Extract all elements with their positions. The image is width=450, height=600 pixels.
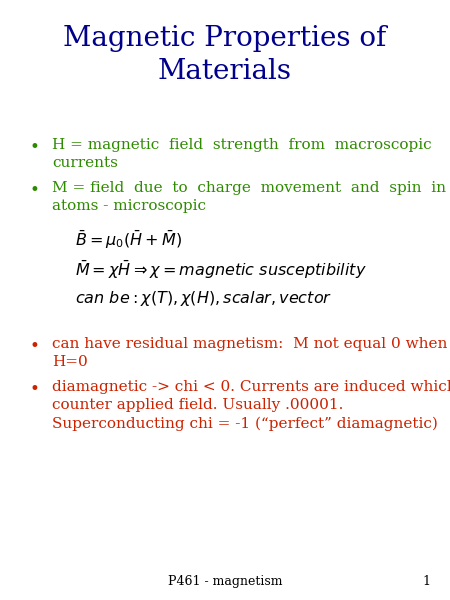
Text: •: •	[30, 181, 40, 199]
Text: •: •	[30, 337, 40, 355]
Text: currents: currents	[52, 157, 118, 170]
Text: P461 - magnetism: P461 - magnetism	[168, 575, 282, 588]
Text: $\bar{B} = \mu_0(\bar{H} + \bar{M})$: $\bar{B} = \mu_0(\bar{H} + \bar{M})$	[75, 229, 182, 251]
Text: Magnetic Properties of
Materials: Magnetic Properties of Materials	[63, 25, 387, 85]
Text: H = magnetic  field  strength  from  macroscopic: H = magnetic field strength from macrosc…	[52, 138, 432, 152]
Text: •: •	[30, 138, 40, 156]
Text: •: •	[30, 380, 40, 398]
Text: M = field  due  to  charge  movement  and  spin  in: M = field due to charge movement and spi…	[52, 181, 446, 195]
Text: 1: 1	[422, 575, 430, 588]
Text: $\bar{M} = \chi\bar{H} \Rightarrow \chi = \mathit{magnetic\ susceptibility}$: $\bar{M} = \chi\bar{H} \Rightarrow \chi …	[75, 259, 367, 281]
Text: $\mathit{can\ be} : \chi(T),\chi(H), \mathit{scalar}, \mathit{vector}$: $\mathit{can\ be} : \chi(T),\chi(H), \ma…	[75, 289, 332, 308]
Text: can have residual magnetism:  M not equal 0 when: can have residual magnetism: M not equal…	[52, 337, 447, 351]
Text: H=0: H=0	[52, 355, 88, 370]
Text: counter applied field. Usually .00001.: counter applied field. Usually .00001.	[52, 398, 343, 412]
Text: diamagnetic -> chi < 0. Currents are induced which: diamagnetic -> chi < 0. Currents are ind…	[52, 380, 450, 394]
Text: Superconducting chi = -1 (“perfect” diamagnetic): Superconducting chi = -1 (“perfect” diam…	[52, 417, 438, 431]
Text: atoms - microscopic: atoms - microscopic	[52, 199, 206, 214]
